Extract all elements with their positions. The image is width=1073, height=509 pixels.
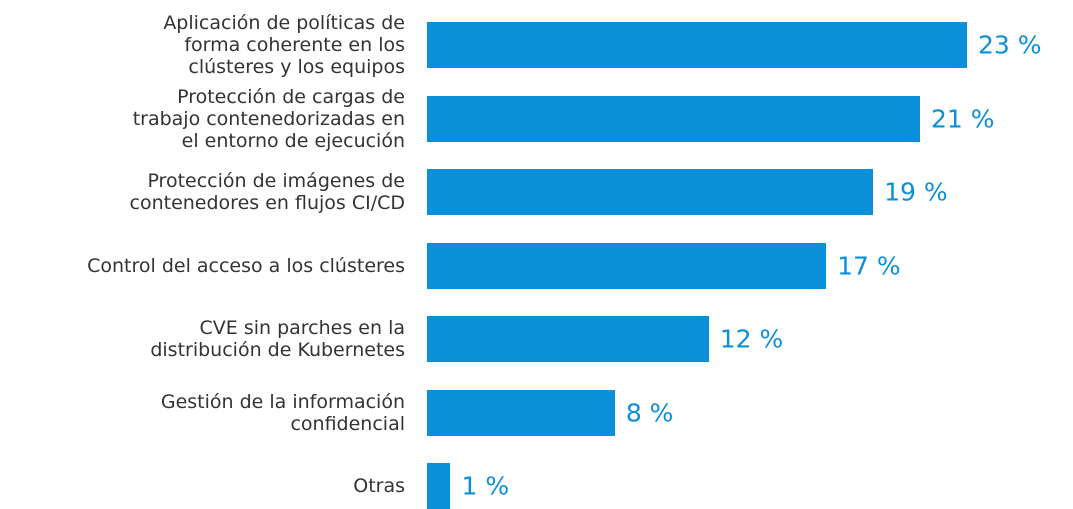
bar xyxy=(427,463,451,509)
bar xyxy=(427,169,874,215)
value-label: 8 % xyxy=(625,398,674,427)
bar xyxy=(427,242,827,289)
value-label: 19 % xyxy=(884,177,948,207)
bar xyxy=(427,316,709,362)
category-label: CVE sin parches en la distribución de Ku… xyxy=(150,317,405,361)
category-label: Control del acceso a los clústeres xyxy=(87,254,405,277)
category-label: Protección de cargas de trabajo contened… xyxy=(132,85,405,152)
category-label: Protección de imágenes de contenedores e… xyxy=(129,170,405,214)
category-label: Gestión de la información confidencial xyxy=(160,390,405,435)
value-label: 23 % xyxy=(978,30,1042,60)
value-label: 12 % xyxy=(719,324,784,354)
value-label: 17 % xyxy=(837,251,901,280)
bar xyxy=(427,95,921,142)
bar xyxy=(427,22,967,68)
category-label: Otras xyxy=(353,475,405,497)
value-label: 21 % xyxy=(931,104,995,133)
bar xyxy=(427,389,615,436)
value-label: 1 % xyxy=(461,471,510,501)
category-label: Aplicación de políticas de forma coheren… xyxy=(163,12,405,78)
